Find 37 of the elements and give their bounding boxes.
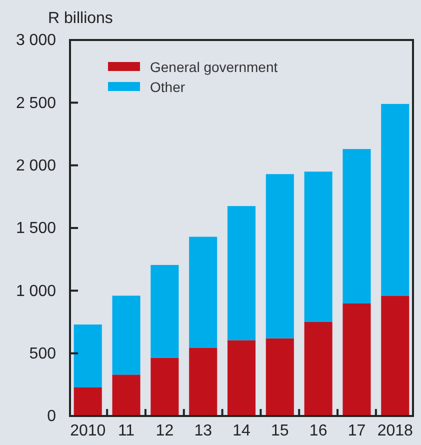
- x-tick-label: 14: [232, 422, 250, 440]
- x-tick-label: 13: [194, 422, 212, 440]
- bar: [342, 303, 371, 416]
- bar: [150, 264, 179, 358]
- legend-label: General government: [150, 59, 278, 75]
- bar: [74, 324, 102, 388]
- x-tick-label: 11: [118, 422, 135, 440]
- y-tick-label: 1 000: [16, 282, 56, 300]
- bar: [227, 340, 256, 416]
- bar: [342, 149, 371, 304]
- bar: [381, 104, 410, 296]
- y-tick-label: 0: [47, 408, 56, 426]
- x-tick-label: 17: [348, 422, 366, 440]
- y-axis-title: R billions: [48, 10, 113, 27]
- x-tick-label: 2018: [377, 422, 414, 440]
- y-tick-label: 1 500: [16, 220, 56, 238]
- bar: [150, 358, 179, 416]
- bar: [227, 206, 256, 340]
- bar: [381, 296, 410, 416]
- bar: [304, 322, 332, 416]
- y-tick-label: 2 000: [16, 157, 56, 174]
- bar: [112, 374, 140, 416]
- bar: [74, 387, 102, 416]
- x-tick-label: 15: [271, 422, 289, 440]
- bar: [266, 174, 294, 338]
- x-tick-label: 12: [156, 422, 174, 440]
- bar: [266, 338, 294, 416]
- x-tick-label: 2010: [70, 422, 106, 440]
- y-tick-label: 3 000: [16, 32, 56, 50]
- bar: [112, 296, 140, 375]
- y-tick-label: 2 500: [16, 94, 56, 112]
- bar: [304, 172, 332, 322]
- bar: [189, 348, 218, 416]
- legend-label: Other: [150, 79, 186, 95]
- x-tick-label: 16: [309, 422, 328, 440]
- bar: [189, 236, 218, 348]
- y-tick-label: 500: [29, 345, 56, 362]
